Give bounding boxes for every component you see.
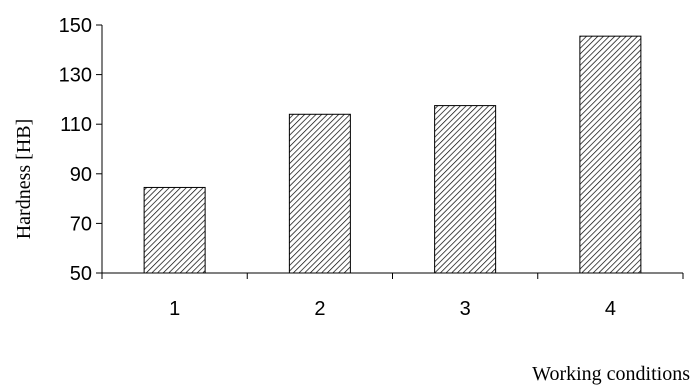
bar-3: [434, 105, 497, 274]
y-tick-label: 70: [70, 213, 92, 235]
y-axis: 50 70 90 110 130 150: [59, 15, 103, 285]
bar-2: [288, 113, 351, 274]
x-tick-label: 1: [169, 298, 180, 320]
y-tick-label: 150: [59, 15, 92, 37]
y-tick-label: 50: [70, 263, 92, 285]
x-tick-label: 4: [605, 298, 616, 320]
y-tick-label: 130: [59, 65, 92, 87]
bar-series: [143, 35, 642, 274]
y-tick-label: 110: [60, 114, 92, 136]
y-tick-label: 90: [70, 164, 92, 186]
x-tick-label: 2: [314, 298, 325, 320]
x-axis-title: Working conditions: [532, 363, 690, 385]
x-axis: 1 2 3 4: [101, 272, 684, 320]
y-axis-title: Hardness [HB]: [13, 119, 35, 240]
bar-4: [579, 35, 642, 274]
x-tick-label: 3: [460, 298, 471, 320]
bar-1: [143, 186, 206, 274]
